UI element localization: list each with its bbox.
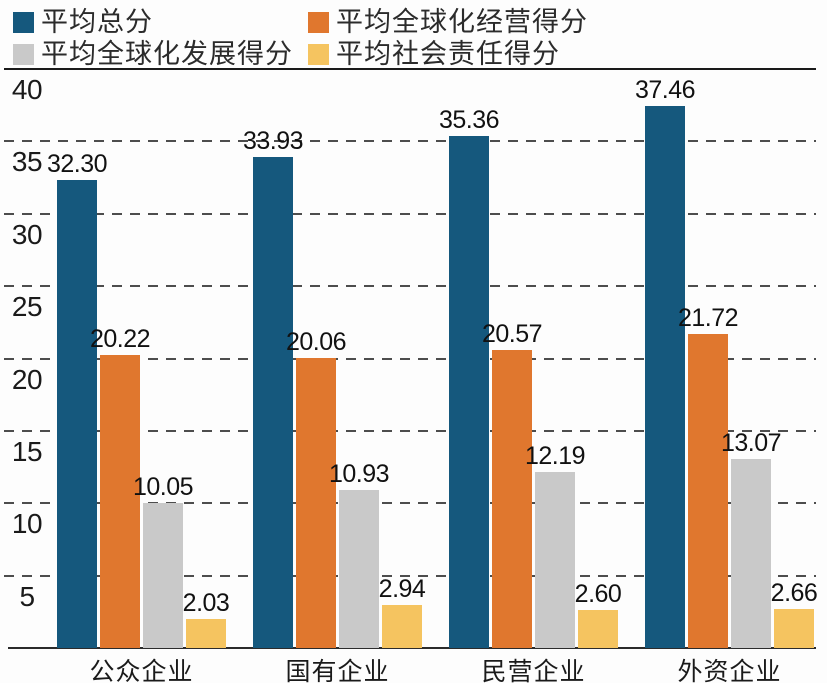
x-category-label: 民营企业 xyxy=(481,658,586,683)
y-tick-label-40: 40 xyxy=(11,74,43,105)
bar-series0-国有企业 xyxy=(253,156,293,648)
legend-item-globalization-development-score: 平均全球化发展得分 xyxy=(13,39,293,69)
bar-series3-公众企业 xyxy=(186,618,226,648)
bar-value-label: 35.36 xyxy=(438,106,500,135)
gridline-5 xyxy=(4,574,816,577)
legend-swatch-globalization-operation-score xyxy=(308,11,329,33)
legend-label: 平均总分 xyxy=(41,7,153,37)
y-tick-label-35: 35 xyxy=(11,146,43,178)
bar-value-label: 2.03 xyxy=(182,588,230,617)
bar-series3-国有企业 xyxy=(382,605,422,648)
gridline-40 xyxy=(4,68,816,70)
bar-value-label: 37.46 xyxy=(634,75,696,104)
bar-value-label: 13.07 xyxy=(720,428,782,457)
bar-value-label: 20.57 xyxy=(481,320,543,349)
y-tick-label-30: 30 xyxy=(11,218,43,250)
x-category-label: 国有企业 xyxy=(285,658,390,683)
legend-item-total-score: 平均总分 xyxy=(13,7,153,37)
gridline-25 xyxy=(4,285,816,288)
bar-value-label: 33.93 xyxy=(242,126,304,155)
bar-series1-外资企业 xyxy=(688,333,728,648)
x-category-label: 外资企业 xyxy=(677,658,782,683)
bar-series3-民营企业 xyxy=(578,610,618,648)
bar-value-label: 20.06 xyxy=(285,327,347,356)
y-tick-label-25: 25 xyxy=(11,291,43,323)
legend-item-social-responsibility-score: 平均社会责任得分 xyxy=(308,39,560,69)
gridline-20 xyxy=(4,357,816,360)
legend-label: 平均全球化发展得分 xyxy=(41,39,293,69)
bar-series2-公众企业 xyxy=(143,502,183,648)
bar-value-label: 12.19 xyxy=(524,441,586,470)
bar-value-label: 32.30 xyxy=(46,150,108,179)
bar-value-label: 20.22 xyxy=(89,325,151,354)
gridline-35 xyxy=(4,140,816,143)
bar-series1-民营企业 xyxy=(492,350,532,648)
legend-swatch-globalization-development-score xyxy=(13,43,34,65)
bar-series3-外资企业 xyxy=(774,609,814,648)
legend-label: 平均全球化经营得分 xyxy=(336,7,588,37)
legend-item-globalization-operation-score: 平均全球化经营得分 xyxy=(308,7,588,37)
legend-swatch-social-responsibility-score xyxy=(308,43,329,65)
bar-series0-外资企业 xyxy=(645,105,685,648)
bar-value-label: 10.93 xyxy=(328,459,390,488)
y-tick-label-10: 10 xyxy=(11,508,43,540)
bar-series0-民营企业 xyxy=(449,136,489,648)
bar-value-label: 2.66 xyxy=(770,579,818,608)
bar-value-label: 2.60 xyxy=(574,580,622,609)
x-category-label: 公众企业 xyxy=(89,658,194,683)
bar-value-label: 10.05 xyxy=(132,472,194,501)
gridline-15 xyxy=(4,429,816,432)
bar-series0-公众企业 xyxy=(57,180,97,648)
y-tick-label-20: 20 xyxy=(11,363,43,395)
bar-value-label: 2.94 xyxy=(378,575,426,604)
y-tick-label-5: 5 xyxy=(19,580,35,612)
bar-series1-公众企业 xyxy=(100,355,140,648)
bar-value-label: 21.72 xyxy=(677,303,739,332)
bar-series2-国有企业 xyxy=(339,489,379,648)
bar-series2-外资企业 xyxy=(731,458,771,648)
bar-series1-国有企业 xyxy=(296,357,336,648)
x-axis-line xyxy=(8,647,816,649)
bar-series2-民营企业 xyxy=(535,471,575,648)
y-tick-label-15: 15 xyxy=(11,435,43,467)
legend-label: 平均社会责任得分 xyxy=(336,39,560,69)
legend-swatch-total-score xyxy=(13,11,34,33)
gridline-10 xyxy=(4,502,816,505)
gridline-30 xyxy=(4,212,816,215)
